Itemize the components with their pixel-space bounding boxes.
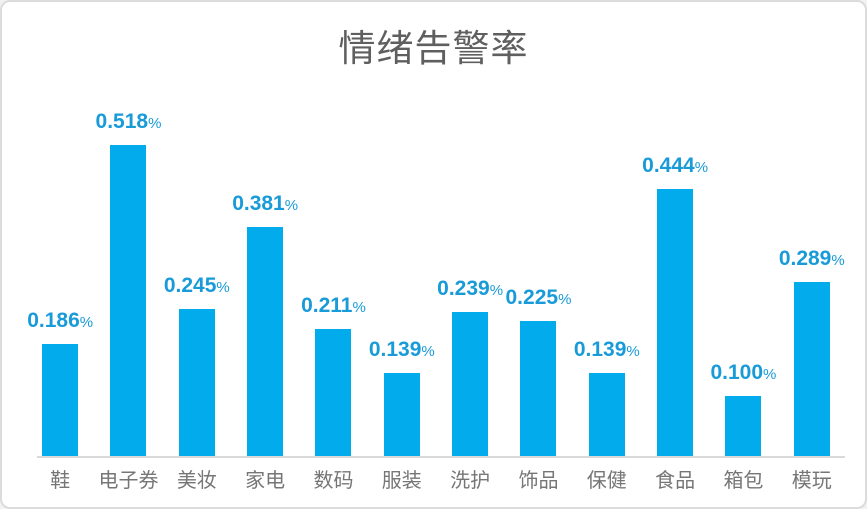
bar-value-unit: %: [626, 343, 640, 360]
bar-value-unit: %: [284, 197, 299, 214]
category-label: 家电: [245, 470, 286, 492]
bar-value-number: 0.139: [368, 338, 422, 361]
bar-value-unit: %: [694, 159, 709, 176]
bar-value-unit: %: [79, 314, 94, 331]
chart-title: 情绪告警率: [338, 28, 529, 69]
bar-value-unit: %: [148, 115, 162, 132]
bar: [315, 329, 352, 456]
bar-value-number: 0.444: [642, 154, 695, 177]
category-label: 数码: [313, 470, 354, 492]
bar-column: 0.225%: [504, 92, 572, 456]
bar: [42, 344, 79, 456]
bar-value-label: 0.100%: [710, 361, 776, 387]
category-label: 食品: [655, 470, 696, 492]
bar-value-number: 0.211: [301, 294, 353, 317]
bar-value-number: 0.381: [232, 192, 285, 215]
category-label: 饰品: [518, 470, 559, 492]
category-label: 鞋: [50, 470, 71, 492]
bar-column: 0.518%: [94, 92, 162, 456]
bar-value-number: 0.225: [505, 286, 559, 309]
bar: [725, 396, 762, 456]
bar-value-number: 0.100: [710, 361, 764, 384]
bar: [452, 312, 489, 456]
bar-value-label: 0.289%: [779, 247, 845, 273]
category-label: 保健: [586, 470, 627, 492]
bar-value-number: 0.239: [437, 277, 490, 300]
bar-column: 0.381%: [231, 92, 299, 456]
bar-column: 0.245%: [163, 92, 231, 456]
x-axis-labels: 鞋 电子券 美妆 家电 数码 服装 洗护 饰品 保健 食品 箱包 模玩: [26, 464, 846, 493]
bar-value-unit: %: [558, 291, 572, 308]
bar-value-label: 0.186%: [27, 309, 93, 335]
bar-column: 0.289%: [778, 92, 846, 456]
bar-column: 0.100%: [709, 92, 777, 456]
bar: [588, 373, 625, 456]
bar-value-unit: %: [831, 252, 845, 269]
bar-value-unit: %: [489, 282, 504, 299]
bar-value-unit: %: [421, 343, 435, 360]
bars-area: 0.186% 0.518% 0.245% 0.381% 0.211% 0.139% 0.23…: [26, 92, 846, 456]
bar-value-label: 0.245%: [164, 274, 230, 300]
bar: [793, 282, 830, 456]
bar-column: 0.139%: [368, 92, 436, 456]
category-label: 洗护: [450, 470, 491, 492]
category-label: 服装: [381, 470, 422, 492]
bar-value-number: 0.289: [778, 247, 832, 270]
bar-value-label: 0.225%: [506, 286, 572, 312]
bar-value-unit: %: [352, 299, 366, 316]
bar-column: 0.444%: [641, 92, 709, 456]
bar: [110, 145, 147, 456]
bar-value-label: 0.139%: [369, 338, 435, 364]
bar-column: 0.139%: [573, 92, 641, 456]
bar-value-label: 0.381%: [232, 192, 298, 218]
bar-value-label: 0.239%: [437, 277, 503, 303]
category-label: 箱包: [723, 470, 764, 492]
category-label: 模玩: [791, 470, 832, 492]
bar-value-number: 0.518: [95, 110, 149, 133]
bar-column: 0.186%: [26, 92, 94, 456]
bar-value-number: 0.186: [27, 309, 80, 332]
bar-value-label: 0.211%: [301, 294, 366, 320]
bar-value-unit: %: [216, 279, 230, 296]
bar: [247, 227, 284, 456]
bar: [178, 309, 215, 456]
bar: [657, 189, 694, 456]
bar-column: 0.211%: [299, 92, 367, 456]
bar-column: 0.239%: [436, 92, 504, 456]
bar-value-number: 0.139: [573, 338, 627, 361]
bar: [520, 321, 557, 456]
bar-value-label: 0.139%: [574, 338, 640, 364]
bar-value-number: 0.245: [163, 274, 217, 297]
category-label: 电子券: [98, 470, 159, 492]
category-label: 美妆: [176, 470, 217, 492]
bar-value-label: 0.444%: [642, 154, 708, 180]
bar: [383, 373, 420, 456]
bar-value-unit: %: [763, 366, 777, 383]
x-axis-line: [37, 456, 845, 458]
bar-value-label: 0.518%: [96, 110, 162, 136]
